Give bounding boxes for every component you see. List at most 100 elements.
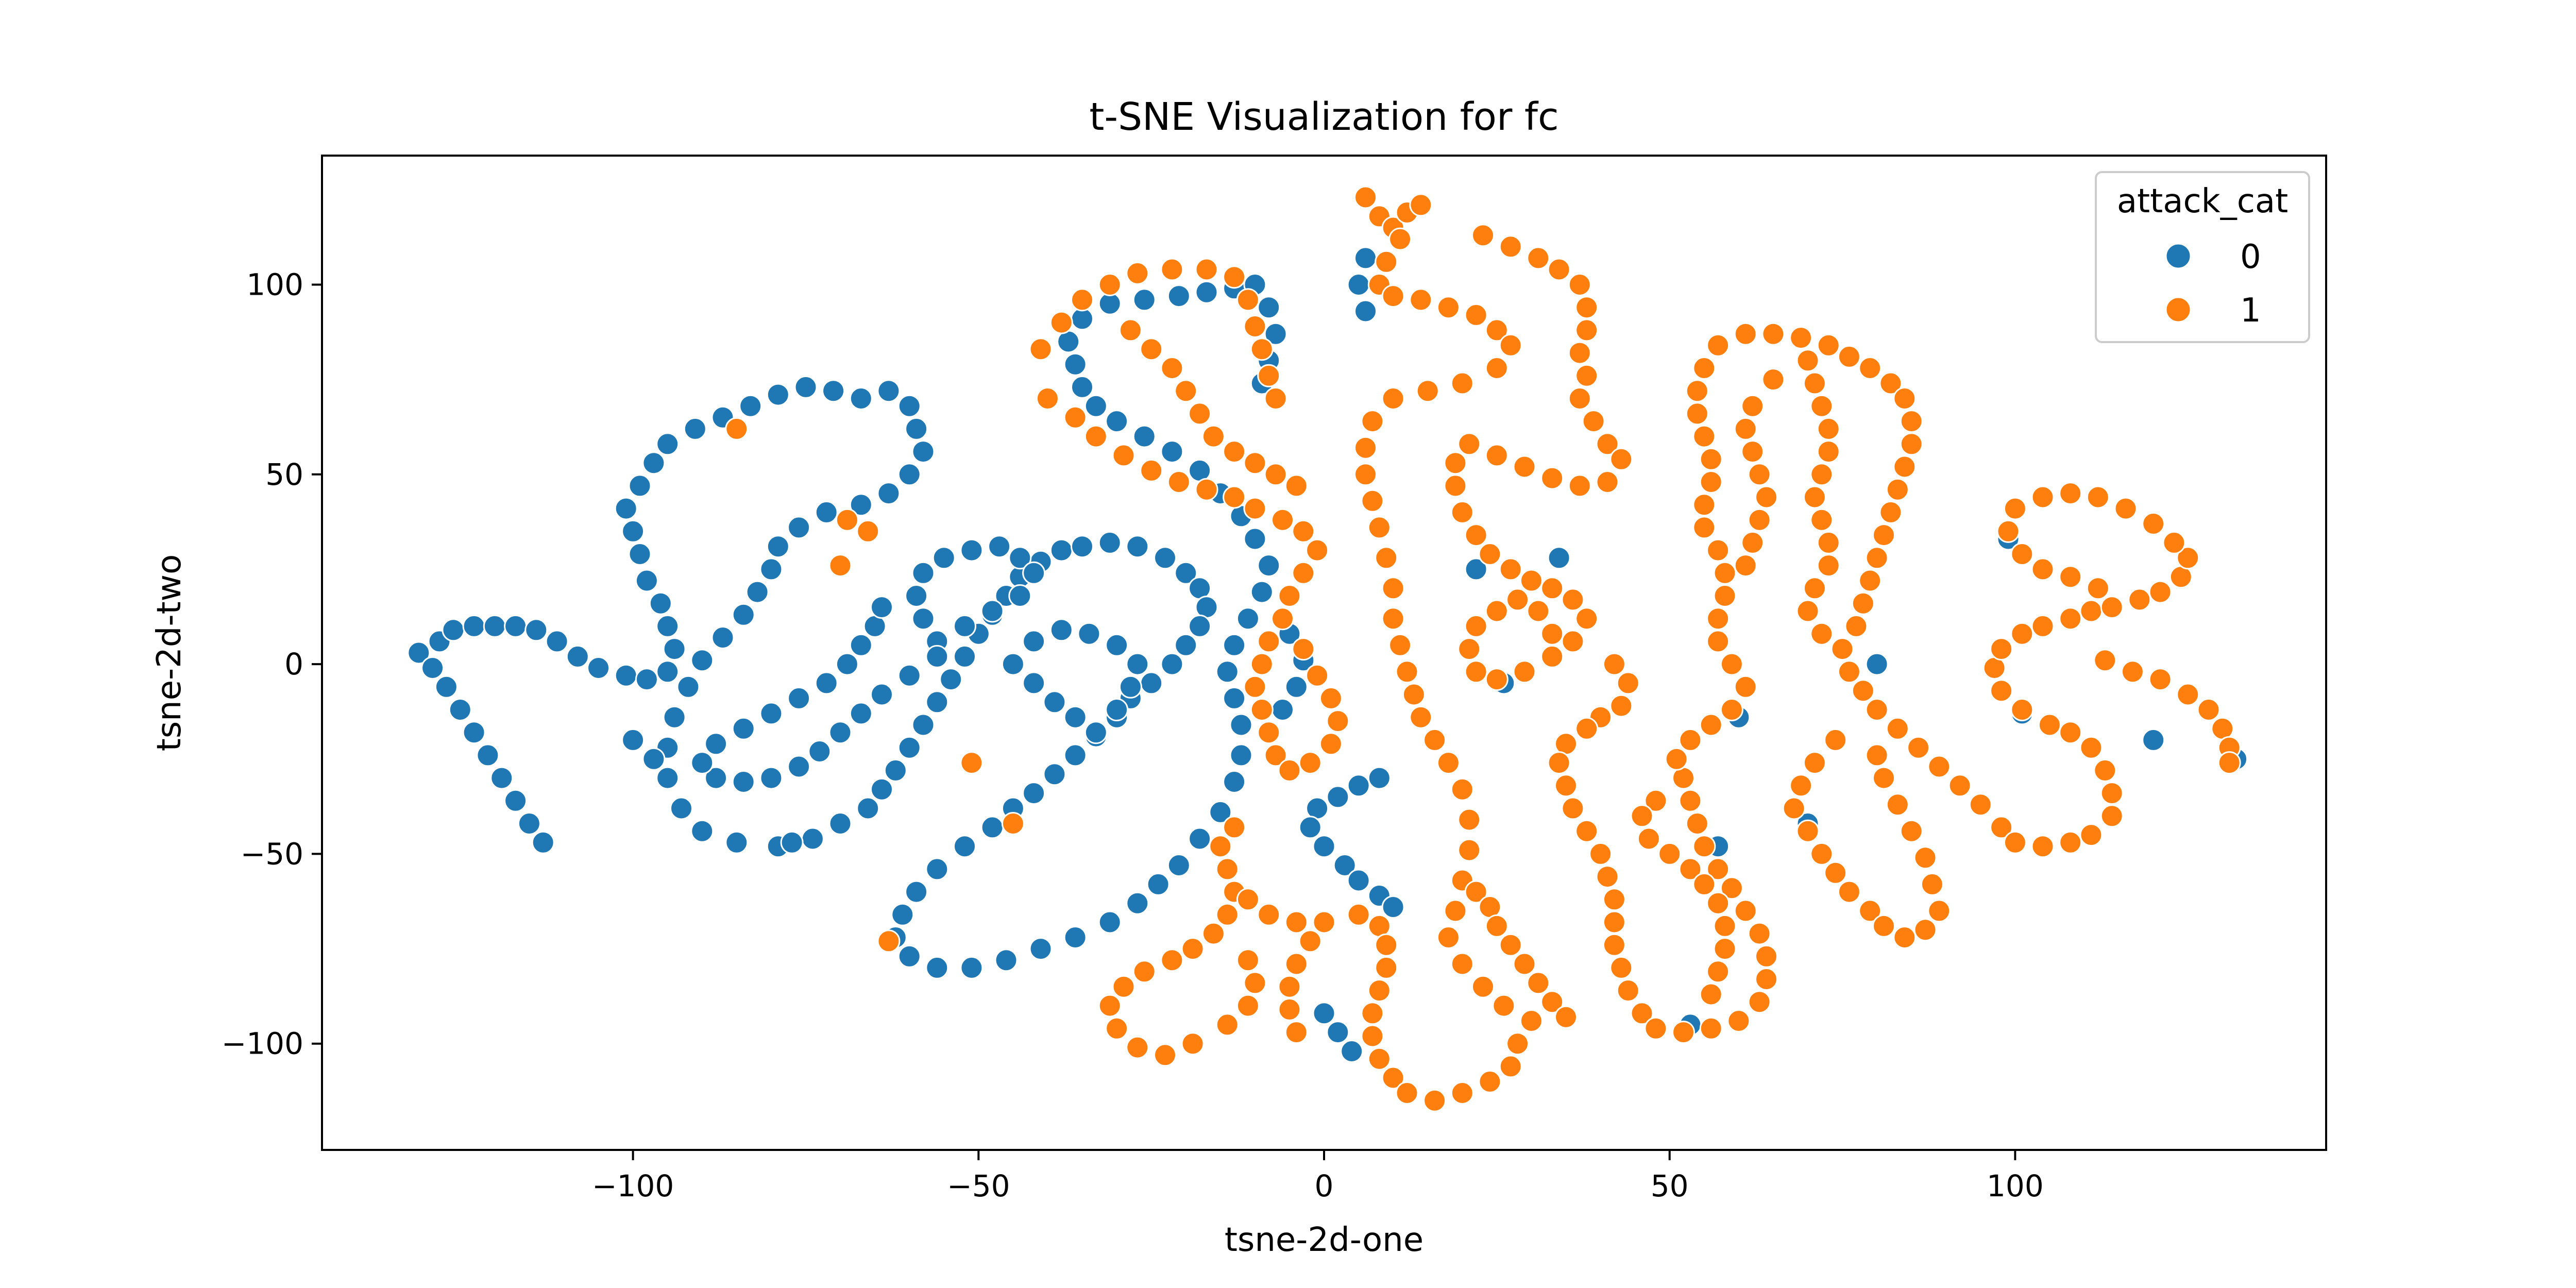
point-1-105 (1458, 432, 1481, 456)
point-1-91 (1568, 273, 1591, 296)
point-0-142 (988, 535, 1011, 558)
point-1-364 (856, 519, 880, 543)
point-0-44 (690, 649, 714, 672)
point-1-242 (2086, 577, 2110, 600)
point-1-55 (1436, 296, 1460, 319)
point-1-182 (1789, 326, 1813, 350)
point-0-219 (1865, 652, 1889, 676)
point-1-139 (1602, 888, 1626, 911)
y-tick-label-2: 0 (284, 647, 303, 682)
point-1-343 (1236, 994, 1260, 1018)
point-1-120 (1464, 660, 1488, 684)
point-0-123 (1063, 352, 1087, 376)
point-1-281 (1803, 371, 1826, 395)
point-0-38 (787, 516, 811, 539)
point-1-219 (1990, 679, 2013, 703)
point-0-12 (656, 660, 680, 684)
point-1-168 (1713, 584, 1737, 607)
point-1-233 (2114, 497, 2138, 520)
point-0-87 (980, 816, 1004, 839)
point-0-222 (2142, 728, 2165, 752)
point-1-208 (2003, 831, 2027, 854)
point-0-183 (490, 766, 514, 790)
point-1-197 (1844, 614, 1868, 638)
point-1-134 (1554, 774, 1578, 798)
point-1-195 (1858, 569, 1882, 592)
point-1-212 (2100, 804, 2124, 828)
point-0-18 (621, 519, 645, 543)
point-1-66 (1361, 489, 1384, 513)
point-1-366 (828, 554, 852, 578)
point-0-187 (434, 675, 458, 699)
point-0-206 (1340, 1040, 1364, 1063)
x-axis: −100 −50 0 50 100 (592, 1150, 2044, 1204)
point-1-99 (1609, 447, 1633, 471)
point-1-24 (1063, 405, 1087, 429)
point-1-241 (2059, 565, 2082, 589)
point-1-87 (1471, 224, 1495, 247)
point-1-225 (2079, 599, 2103, 623)
point-1-347 (1306, 664, 1329, 687)
point-0-154 (787, 755, 811, 778)
point-0-28 (822, 379, 845, 403)
point-1-162 (1699, 713, 1723, 737)
point-1-15 (1160, 357, 1184, 380)
point-0-146 (980, 599, 1004, 623)
point-1-259 (1858, 899, 1882, 923)
point-0-200 (1298, 816, 1322, 839)
point-1-349 (1326, 709, 1350, 733)
point-1-188 (1900, 410, 1923, 433)
point-1-143 (1616, 979, 1640, 1003)
point-0-37 (815, 500, 838, 524)
point-0-205 (1381, 895, 1405, 919)
point-1-232 (2142, 512, 2165, 535)
point-0-152 (828, 721, 852, 744)
point-1-215 (2079, 736, 2103, 759)
point-1-146 (1672, 1021, 1695, 1044)
point-1-273 (1817, 554, 1840, 578)
point-1-262 (1913, 918, 1937, 942)
point-0-76 (1188, 614, 1212, 638)
point-0-139 (911, 561, 935, 585)
point-1-319 (1154, 1043, 1177, 1067)
point-1-101 (1568, 474, 1591, 498)
point-0-56 (870, 777, 893, 801)
point-1-263 (1927, 899, 1951, 923)
point-0-23 (683, 417, 707, 440)
x-tick-label-3: 50 (1651, 1168, 1689, 1204)
point-1-140 (1602, 910, 1626, 934)
point-1-112 (1519, 569, 1543, 592)
point-1-180 (1734, 322, 1757, 346)
point-0-106 (1229, 743, 1253, 767)
point-1-260 (1872, 914, 1895, 938)
point-1-123 (1485, 599, 1509, 623)
point-1-35 (1292, 561, 1315, 585)
point-1-283 (1761, 368, 1785, 392)
point-0-133 (1264, 322, 1287, 346)
point-1-161 (1679, 728, 1702, 752)
point-1-202 (1886, 717, 1909, 740)
point-0-79 (1140, 671, 1163, 695)
point-1-316 (1499, 1055, 1522, 1078)
point-1-81 (1444, 899, 1467, 923)
point-0-42 (732, 603, 755, 626)
point-0-59 (911, 713, 935, 737)
point-1-245 (2148, 668, 2172, 691)
point-1-231 (2162, 531, 2186, 554)
point-1-264 (1920, 872, 1944, 896)
point-1-4 (1126, 261, 1149, 285)
legend-label-1: 1 (2240, 292, 2261, 330)
point-1-10 (1250, 337, 1274, 361)
point-0-210 (1347, 273, 1370, 296)
point-1-11 (1257, 364, 1281, 387)
point-1-42 (1257, 721, 1281, 744)
point-1-350 (1319, 732, 1343, 756)
point-1-276 (1803, 485, 1826, 509)
point-0-161 (759, 702, 783, 725)
point-0-208 (1312, 1002, 1336, 1025)
point-0-164 (835, 652, 859, 676)
legend-box (2095, 171, 2310, 343)
point-1-243 (2093, 649, 2117, 672)
point-0-96 (994, 948, 1018, 972)
point-1-78 (1458, 808, 1481, 832)
